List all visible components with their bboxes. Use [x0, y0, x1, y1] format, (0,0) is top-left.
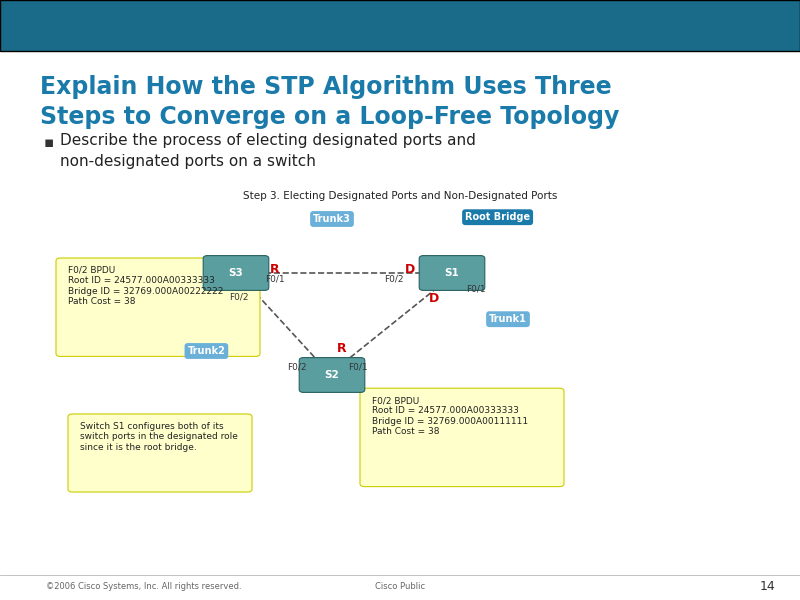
Text: F0/2 BPDU
Root ID = 24577.000A00333333
Bridge ID = 32769.000A00111111
Path Cost : F0/2 BPDU Root ID = 24577.000A00333333 B… [372, 396, 528, 436]
Text: F0/1: F0/1 [349, 362, 368, 371]
Text: ▪: ▪ [44, 135, 54, 150]
Text: Describe the process of electing designated ports and
non-designated ports on a : Describe the process of electing designa… [60, 133, 476, 169]
Text: Root Bridge: Root Bridge [465, 212, 530, 222]
Text: Switch S1 configures both of its
switch ports in the designated role
since it is: Switch S1 configures both of its switch … [80, 422, 238, 452]
Text: F0/2: F0/2 [384, 275, 403, 283]
Text: S3: S3 [229, 268, 243, 278]
FancyBboxPatch shape [0, 0, 800, 51]
Text: Explain How the STP Algorithm Uses Three
Steps to Converge on a Loop-Free Topolo: Explain How the STP Algorithm Uses Three… [40, 75, 619, 128]
FancyBboxPatch shape [299, 358, 365, 392]
Text: Cisco Public: Cisco Public [375, 582, 425, 592]
Text: S2: S2 [325, 370, 339, 380]
Text: R: R [337, 342, 346, 355]
Text: ©2006 Cisco Systems, Inc. All rights reserved.: ©2006 Cisco Systems, Inc. All rights res… [46, 582, 242, 592]
FancyBboxPatch shape [68, 414, 252, 492]
Text: Step 3. Electing Designated Ports and Non-Designated Ports: Step 3. Electing Designated Ports and No… [243, 191, 557, 201]
Text: F0/2 BPDU
Root ID = 24577.000A00333333
Bridge ID = 32769.000A00222222
Path Cost : F0/2 BPDU Root ID = 24577.000A00333333 B… [68, 266, 223, 306]
Text: Trunk3: Trunk3 [313, 214, 351, 224]
Text: F0/1: F0/1 [466, 284, 486, 293]
Text: F0/2: F0/2 [229, 292, 248, 301]
Text: S1: S1 [445, 268, 459, 278]
FancyBboxPatch shape [56, 258, 260, 356]
FancyBboxPatch shape [203, 256, 269, 290]
Text: Trunk2: Trunk2 [187, 346, 226, 356]
Text: 14: 14 [760, 580, 776, 593]
Text: D: D [406, 263, 415, 276]
Text: F0/2: F0/2 [287, 362, 306, 371]
Text: Trunk1: Trunk1 [489, 314, 527, 324]
FancyBboxPatch shape [360, 388, 564, 487]
Text: F0/1: F0/1 [266, 275, 285, 283]
FancyBboxPatch shape [419, 256, 485, 290]
Text: D: D [430, 292, 439, 305]
Text: R: R [270, 263, 279, 276]
